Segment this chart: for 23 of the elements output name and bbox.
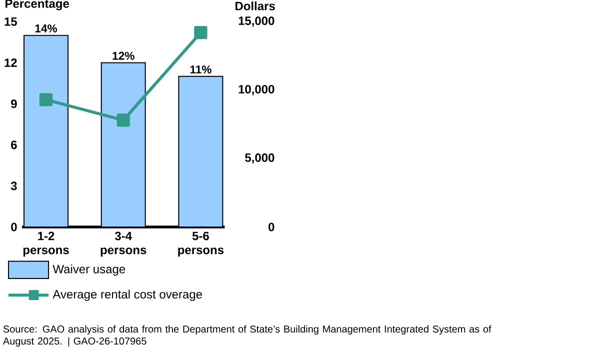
y2-axis-title: Dollars [236, 1, 275, 10]
y-tick-label: 15 [4, 17, 17, 26]
point [194, 26, 208, 40]
legend-label: Waiver usage [52, 264, 126, 276]
y2-tick-label: 0 [268, 222, 274, 232]
data-label: 14% [35, 24, 58, 32]
x-tick-label: 1-2 persons [23, 232, 69, 257]
y-tick-label: 12 [4, 58, 17, 67]
y2-tick-label: 5,000 [245, 153, 274, 164]
x-tick-label: 5-6 persons [178, 232, 224, 257]
y-tick-label: 3 [10, 182, 17, 190]
source-note: Source: GAO analysis of data from the Department of State’s Building Management Integrated System as of August 2025. | GAO-26-107965 [2, 325, 492, 347]
x-tick-label: 3-4 persons [100, 232, 146, 257]
y-tick-label: 9 [11, 100, 17, 108]
y2-tick-label: 10,000 [238, 84, 274, 96]
y2-tick-label: 15,000 [238, 16, 274, 27]
point [116, 114, 130, 127]
data-label: 11% [190, 66, 212, 74]
y-tick-label: 6 [11, 140, 17, 150]
legend-label: Average rental cost overage [52, 290, 202, 301]
point [39, 93, 53, 106]
y-tick-label: 0 [11, 222, 17, 232]
data-label: 12% [112, 52, 134, 60]
